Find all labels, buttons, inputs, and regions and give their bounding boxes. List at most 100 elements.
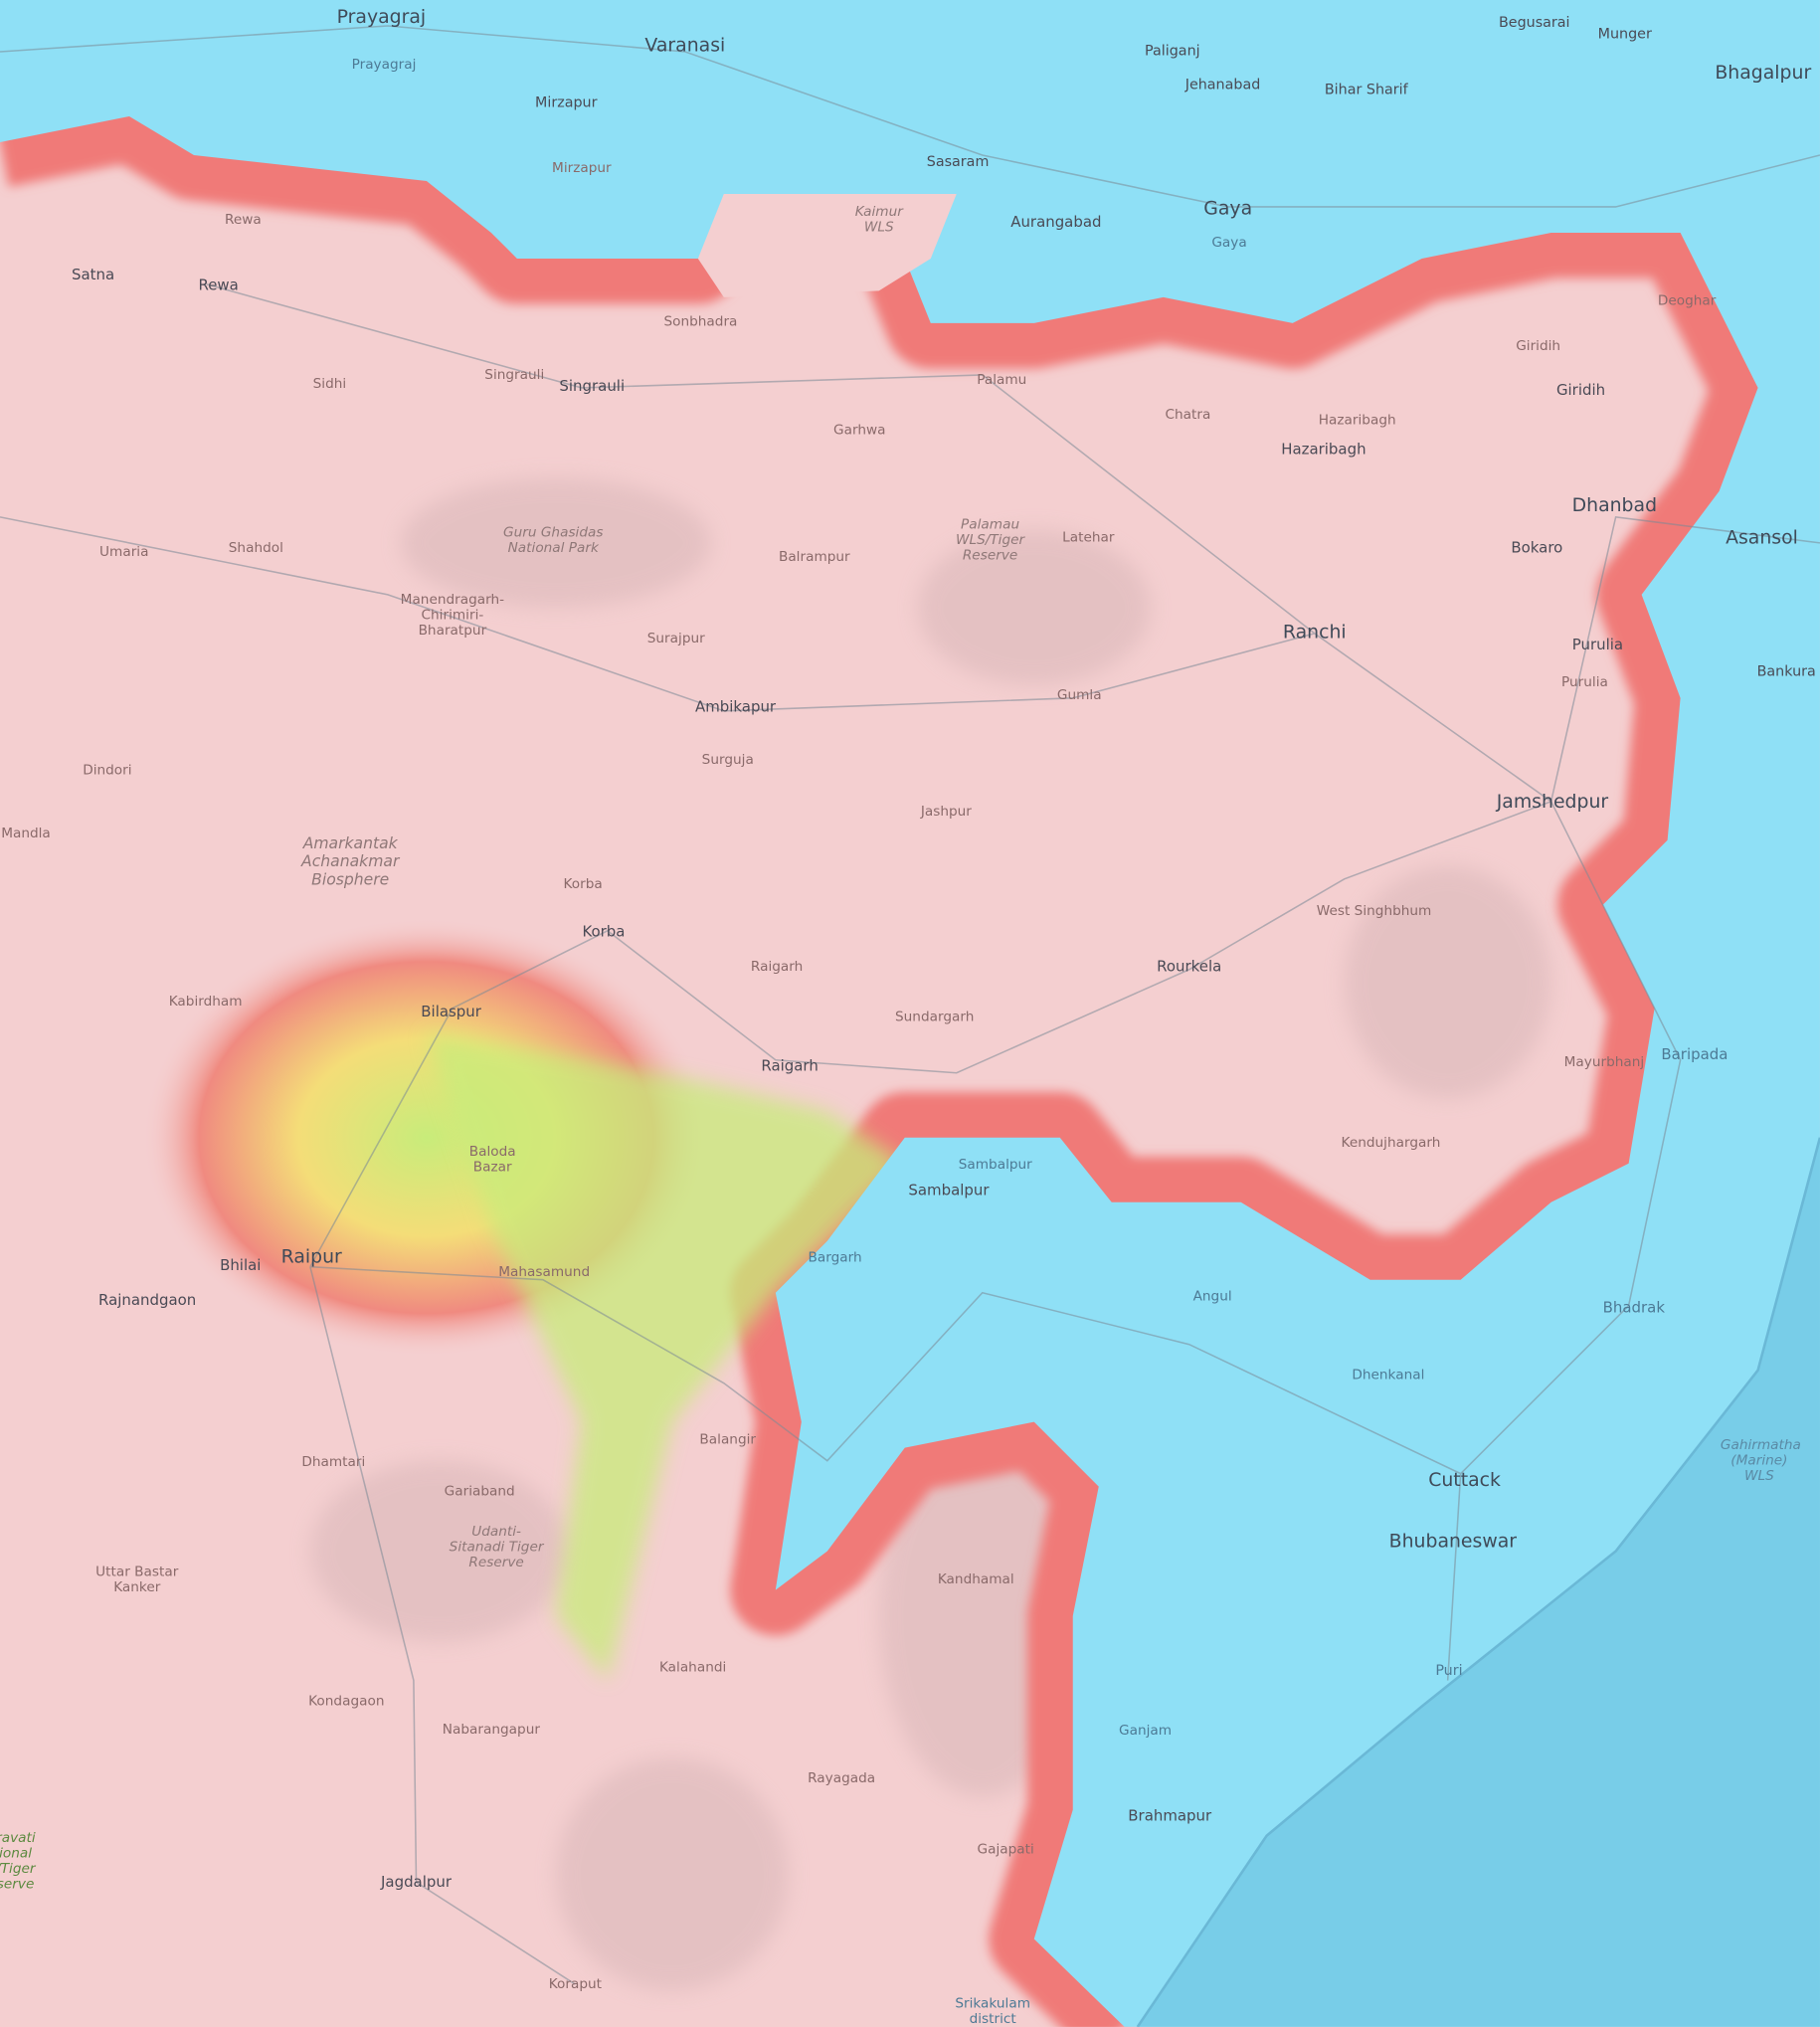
district-label: Raigarh [750,959,804,975]
sea [1137,1137,1820,2027]
city-label[interactable]: Bhagalpur [1715,63,1812,85]
city-label[interactable]: Jamshedpur [1496,792,1609,814]
district-label: Gariaband [444,1484,515,1500]
city-label[interactable]: Hazaribagh [1281,440,1366,459]
city-label[interactable]: Brahmapur [1128,1806,1212,1825]
city-label[interactable]: Rourkela [1157,957,1222,976]
city-label[interactable]: Bokaro [1511,538,1563,557]
district-label: Latehar [1062,529,1115,546]
district-label: Surajpur [646,631,705,646]
roads [0,25,1820,1985]
district-label: Shahdol [228,540,283,556]
city-label[interactable]: Rajnandgaon [98,1290,197,1309]
city-label[interactable]: Gaya [1203,198,1253,220]
city-label[interactable]: Korba [582,922,626,941]
district-label: Gumla [1056,687,1102,703]
city-label[interactable]: Asansol [1726,528,1798,549]
city-label[interactable]: Bhubaneswar [1388,1531,1518,1553]
district-label: Dindori [83,762,132,779]
park-label: Palamau WLS/Tiger Reserve [955,516,1025,564]
district-label: Mirzapur [552,160,612,176]
park-label: Guru Ghasidas National Park [503,524,604,556]
district-label: Mayurbhanj [1563,1054,1645,1071]
city-label[interactable]: Bhilai [220,1255,262,1274]
city-label[interactable]: Raigarh [761,1056,819,1075]
district-label: Dhamtari [301,1454,366,1470]
district-label: Sonbhadra [663,313,738,330]
city-label[interactable]: Cuttack [1428,1470,1501,1492]
district-label: Srikakulam district [955,1995,1031,2027]
district-label: Surguja [701,752,754,768]
district-label: Giridih [1516,338,1561,355]
district-label: Bargarh [808,1249,862,1266]
city-label[interactable]: Singrauli [559,376,626,395]
district-label: Sambalpur [958,1157,1032,1173]
district-label: West Singhbhum [1316,903,1432,920]
district-label: Kandhamal [937,1571,1014,1587]
city-label[interactable]: Mirzapur [535,93,598,111]
city-label[interactable]: Varanasi [644,35,726,57]
city-label[interactable]: Puri [1435,1661,1463,1679]
city-label[interactable]: Aurangabad [1010,212,1102,231]
park-label: Gahirmatha (Marine) WLS [1720,1437,1801,1485]
city-label[interactable]: Bhadrak [1602,1298,1665,1317]
city-label[interactable]: Giridih [1555,380,1606,399]
district-label: Rewa [224,212,262,228]
district-label: Purulia [1561,674,1608,690]
district-label: Mandla [1,826,51,842]
city-label[interactable]: Jagdalpur [381,1872,452,1891]
district-label: Ganjam [1119,1723,1173,1740]
city-label[interactable]: Prayagraj [336,7,427,29]
district-label: Nabarangapur [442,1722,540,1738]
city-label[interactable]: Dhanbad [1571,495,1658,517]
district-label: Mahasamund [498,1264,591,1280]
district-label: Kabirdham [168,994,243,1011]
coastline [1136,1137,1820,2027]
city-label[interactable]: Bilaspur [421,1002,481,1020]
district-label: Uttar Bastar Kanker [95,1564,179,1595]
district-label: Palamu [977,372,1027,388]
district-label: Angul [1192,1288,1232,1305]
park-label: Amarkantak Achanakmar Biosphere [301,833,400,888]
city-label[interactable]: Ambikapur [694,697,777,716]
district-label: Chatra [1165,407,1211,423]
city-label[interactable]: Begusarai [1498,13,1570,31]
district-label: Kendujhargarh [1341,1135,1441,1151]
kaimur-plateau [697,193,957,297]
district-label: Umaria [99,544,149,560]
district-label: Dhenkanal [1352,1368,1425,1383]
park-label: ravati ional /Tiger serve [0,1830,36,1893]
district-label: Balrampur [778,549,850,565]
city-label[interactable]: Purulia [1571,635,1624,653]
district-label: Rayagada [808,1770,876,1787]
city-label[interactable]: Jehanabad [1184,76,1261,93]
city-label[interactable]: Rewa [198,276,239,294]
district-label: Gaya [1211,235,1247,252]
city-label[interactable]: Bankura [1756,662,1816,680]
city-label[interactable]: Satna [72,265,115,284]
park-label: Kaimur WLS [854,204,903,236]
district-label: Kalahandi [658,1659,727,1676]
mahanadi-valley [426,1033,905,1681]
district-label: Sundargarh [894,1010,975,1025]
district-label: Kondagaon [308,1693,385,1710]
city-label[interactable]: Munger [1597,25,1652,43]
city-label[interactable]: Raipur [280,1246,342,1268]
district-label: Jashpur [920,804,972,820]
city-label[interactable]: Baripada [1661,1044,1729,1063]
district-label: Sidhi [312,376,347,392]
district-label: Prayagraj [351,57,417,73]
park-label: Udanti-Sitanadi Tiger Reserve [449,1524,544,1571]
district-label: Garhwa [833,422,886,439]
city-label[interactable]: Ranchi [1282,623,1347,644]
district-label: Deoghar [1657,292,1717,309]
city-label[interactable]: Paliganj [1145,42,1200,60]
city-label[interactable]: Sambalpur [908,1181,990,1199]
city-label[interactable]: Bihar Sharif [1324,81,1408,98]
city-label[interactable]: Sasaram [926,153,990,171]
relief-shading [309,477,1551,1991]
district-label: Baloda Bazar [468,1144,516,1176]
